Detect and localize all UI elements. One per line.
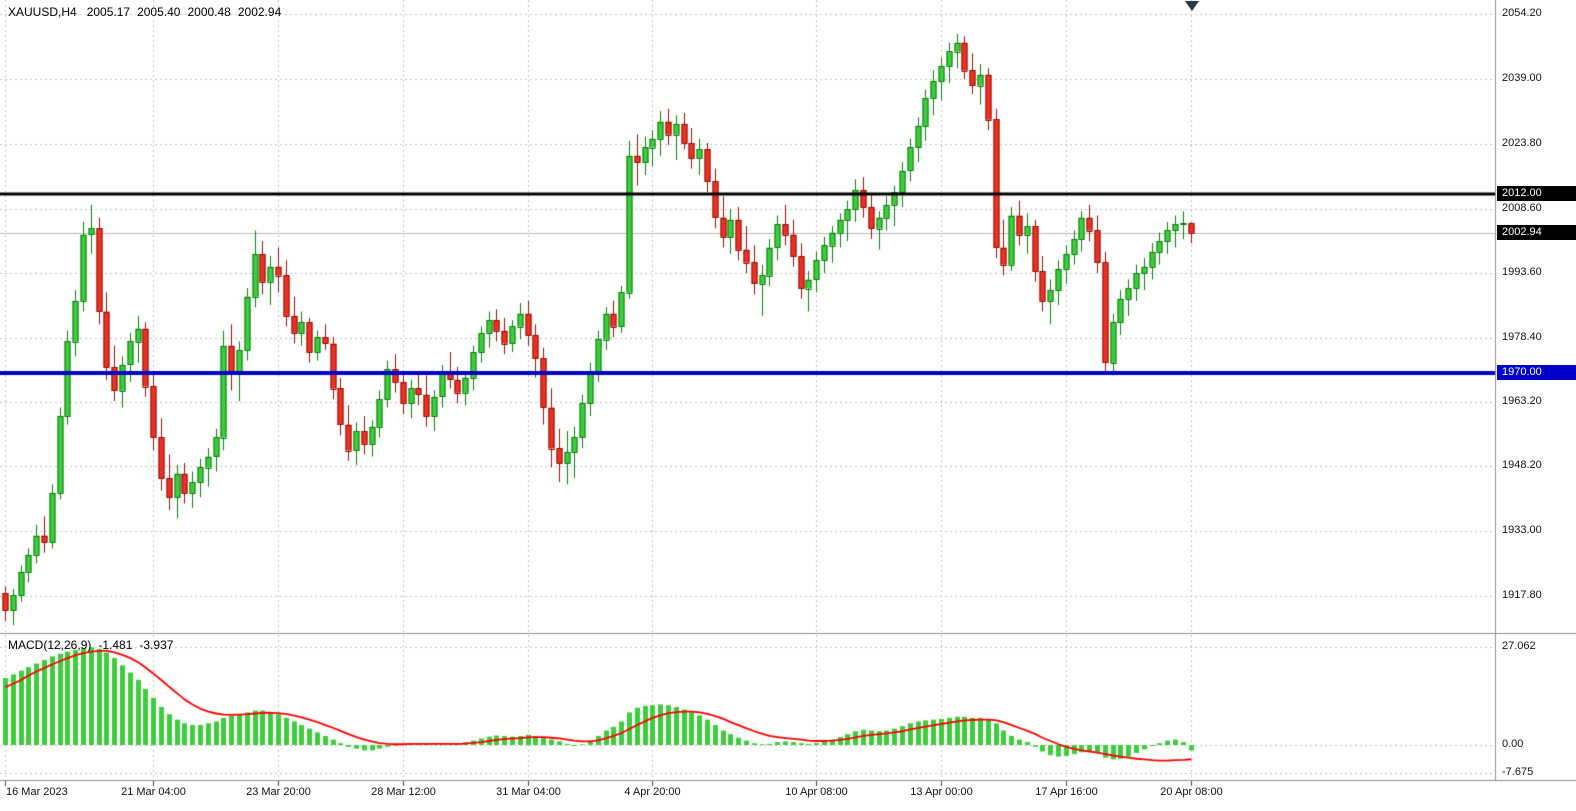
price-axis-label: 1993.60	[1502, 265, 1542, 278]
time-axis-label: 20 Apr 08:00	[1160, 786, 1223, 798]
ohlc-low: 2000.48	[187, 5, 231, 19]
price-badge: 2012.00	[1497, 186, 1576, 202]
time-axis-label: 28 Mar 12:00	[371, 786, 436, 798]
price-axis-label: 1933.00	[1502, 524, 1542, 537]
time-axis-label: 13 Apr 00:00	[910, 786, 973, 798]
time-axis-label: 17 Apr 16:00	[1035, 786, 1098, 798]
price-axis-label: 1917.80	[1502, 589, 1542, 602]
time-axis[interactable]: 16 Mar 2023 21 Mar 04:00 23 Mar 20:00 28 Ma…	[0, 783, 1576, 811]
time-axis-label: 21 Mar 04:00	[121, 786, 186, 798]
indicator-axis-label: 27.062	[1502, 640, 1536, 653]
time-axis-label: 31 Mar 04:00	[496, 786, 561, 798]
time-axis-label: 16 Mar 2023	[6, 786, 68, 798]
symbol-ohlc-label: XAUUSD,H4 2005.17 2005.40 2000.48 2002.94	[8, 5, 288, 19]
price-axis-label: 2054.20	[1502, 7, 1542, 20]
price-axis[interactable]: 2054.20 2039.00 2023.80 2008.60 1993.60 1978.…	[1497, 0, 1576, 781]
price-badge: 1970.00	[1497, 365, 1576, 381]
indicator-axis-label: -7.675	[1502, 765, 1534, 778]
ohlc-open: 2005.17	[86, 5, 131, 19]
macd-indicator-label: MACD(12,26,9) -1.481 -3.937	[8, 638, 180, 652]
macd-signal-value: -3.937	[139, 638, 174, 652]
ohlc-close: 2002.94	[237, 5, 282, 19]
time-axis-label: 10 Apr 08:00	[785, 786, 848, 798]
price-axis-label: 1963.20	[1502, 395, 1542, 408]
symbol-timeframe: XAUUSD,H4	[8, 5, 77, 19]
macd-name: MACD(12,26,9)	[8, 638, 92, 652]
time-axis-label: 4 Apr 20:00	[624, 786, 681, 798]
price-axis-label: 2039.00	[1502, 71, 1542, 84]
price-axis-label: 2008.60	[1502, 201, 1542, 214]
ohlc-high: 2005.40	[137, 5, 181, 19]
price-axis-label: 1948.20	[1502, 459, 1542, 472]
price-badge: 2002.94	[1497, 224, 1576, 240]
price-axis-label: 1978.40	[1502, 330, 1542, 343]
chart-shift-marker-icon[interactable]	[1184, 1, 1199, 11]
indicator-axis-label: 0.00	[1502, 737, 1524, 750]
time-axis-label: 23 Mar 20:00	[246, 786, 311, 798]
price-axis-label: 2023.80	[1502, 136, 1542, 149]
macd-main-value: -1.481	[98, 638, 133, 652]
